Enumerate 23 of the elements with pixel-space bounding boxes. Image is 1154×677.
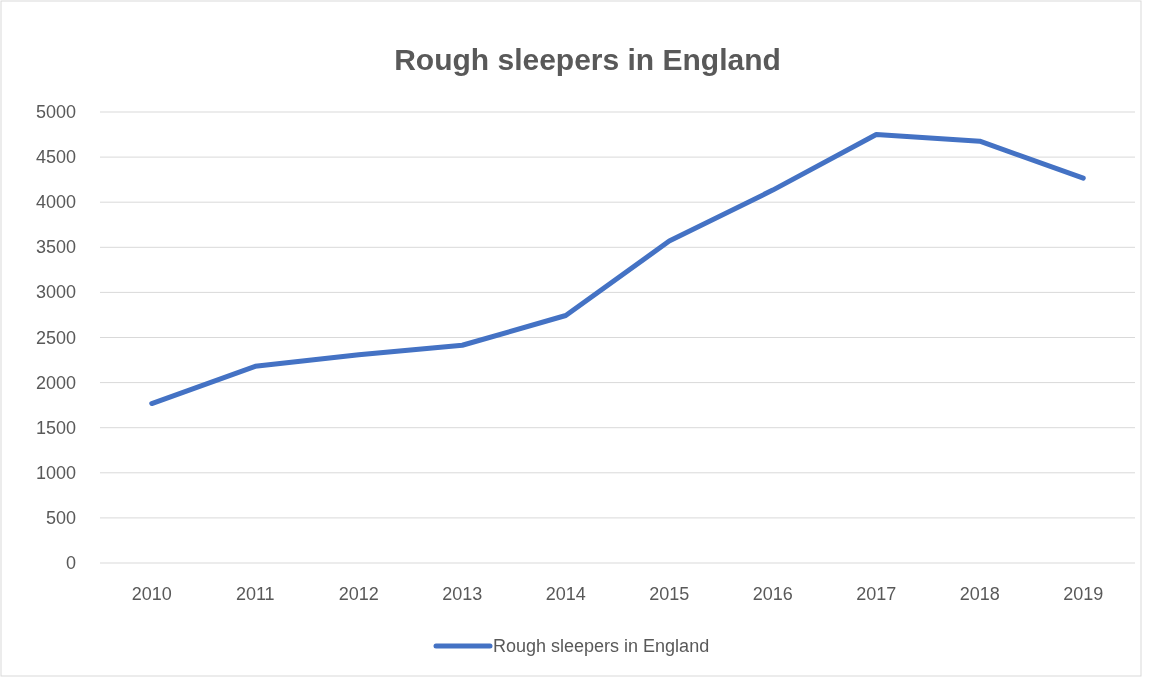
y-tick-label: 500 xyxy=(45,507,76,528)
y-tick-label: 2000 xyxy=(35,372,76,393)
x-tick-label: 2017 xyxy=(856,584,897,604)
x-tick-label: 2019 xyxy=(1063,584,1104,604)
x-tick-label: 2016 xyxy=(752,584,793,604)
x-tick-label: 2011 xyxy=(235,584,275,604)
y-tick-label: 4500 xyxy=(35,147,76,168)
y-tick-label: 3500 xyxy=(35,237,76,258)
y-tick-label: 0 xyxy=(65,553,76,573)
legend-label: Rough sleepers in England xyxy=(493,636,710,656)
y-tick-label: 1500 xyxy=(35,417,76,438)
y-tick-label: 3000 xyxy=(35,282,76,303)
x-tick-label: 2012 xyxy=(338,584,379,604)
y-tick-label: 2500 xyxy=(35,327,76,348)
y-tick-label: 4000 xyxy=(35,192,76,213)
y-tick-label: 5000 xyxy=(35,102,76,122)
x-tick-label: 2010 xyxy=(131,584,172,604)
x-tick-label: 2013 xyxy=(442,584,483,604)
x-tick-label: 2018 xyxy=(959,584,1000,604)
chart-title: Rough sleepers in England xyxy=(394,43,781,76)
x-tick-label: 2015 xyxy=(649,584,690,604)
y-tick-label: 1000 xyxy=(35,462,76,483)
x-tick-label: 2014 xyxy=(545,584,586,604)
